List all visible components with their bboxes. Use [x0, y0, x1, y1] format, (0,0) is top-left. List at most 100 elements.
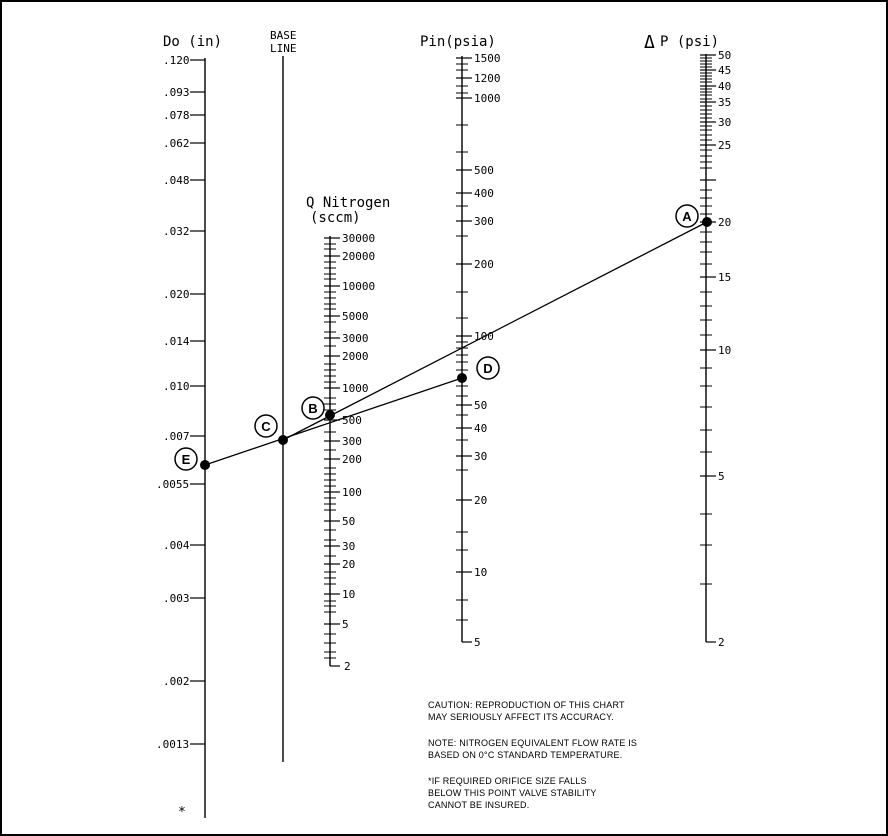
- do-tick-label: .014: [163, 335, 190, 348]
- do-tick-label: .093: [163, 86, 190, 99]
- star-note-line-1: *IF REQUIRED ORIFICE SIZE FALLS: [428, 776, 587, 786]
- point-c-label: C: [261, 419, 271, 434]
- pin-tick-label: 40: [474, 422, 487, 435]
- q-tick-labels: 30000 20000 10000 5000 3000 2000 1000 50…: [342, 232, 375, 673]
- note-line-1: NOTE: NITROGEN EQUIVALENT FLOW RATE IS: [428, 738, 637, 748]
- pin-tick-label: 10: [474, 566, 487, 579]
- pin-tick-labels: 1500 1200 1000 500 400 300 200 100 50 40…: [474, 52, 501, 649]
- q-tick-label: 5: [342, 618, 349, 631]
- pin-tick-label: 30: [474, 450, 487, 463]
- do-tick-label: .032: [163, 225, 190, 238]
- q-tick-label: 300: [342, 435, 362, 448]
- do-tick-label: .004: [163, 539, 190, 552]
- point-b-label-group: B: [301, 396, 325, 420]
- dp-tick-label: 2: [718, 636, 725, 649]
- point-d-label: D: [483, 361, 492, 376]
- pin-major-ticks: [456, 57, 472, 573]
- do-tick-label: .020: [163, 288, 190, 301]
- pin-minor-ticks: [456, 63, 468, 621]
- point-b-dot: [325, 410, 335, 420]
- q-tick-label: 20000: [342, 250, 375, 263]
- point-a-dot: [702, 217, 712, 227]
- point-d-dot: [457, 373, 467, 383]
- pin-tick-label: 50: [474, 399, 487, 412]
- do-tick-label: .003: [163, 592, 190, 605]
- point-a-circle: [675, 204, 699, 228]
- point-d-circle: [476, 356, 500, 380]
- do-tick-label: .002: [163, 675, 190, 688]
- point-a-label-group: A: [675, 204, 699, 228]
- pin-tick-label: 400: [474, 187, 494, 200]
- do-tick-label: .010: [163, 380, 190, 393]
- point-e-label-group: E: [174, 447, 198, 471]
- point-d-label-group: D: [476, 356, 500, 380]
- q-tick-label: 3000: [342, 332, 369, 345]
- do-ticks: [190, 59, 205, 745]
- dp-minor-ticks: [700, 57, 712, 585]
- q-tick-label: 2: [344, 660, 351, 673]
- do-tick-label: .078: [163, 109, 190, 122]
- q-tick-label: 100: [342, 486, 362, 499]
- base-line-title-1: BASE: [270, 29, 297, 42]
- construction-line-a-c: [282, 221, 708, 441]
- do-asterisk: *: [178, 805, 186, 820]
- do-tick-label: .048: [163, 174, 190, 187]
- do-tick-label: .062: [163, 137, 190, 150]
- do-tick-label: .0013: [156, 738, 189, 751]
- q-axis-title-1: Q Nitrogen: [306, 195, 390, 211]
- point-a-label: A: [682, 209, 692, 224]
- q-tick-label: 50: [342, 515, 355, 528]
- star-note-line-2: BELOW THIS POINT VALVE STABILITY: [428, 788, 597, 798]
- q-tick-label: 10: [342, 588, 355, 601]
- dp-tick-label: 30: [718, 116, 731, 129]
- q-major-ticks: [324, 237, 340, 625]
- dp-tick-label: 40: [718, 80, 731, 93]
- q-tick-label: 2000: [342, 350, 369, 363]
- do-tick-label: .007: [163, 430, 190, 443]
- do-tick-label: .120: [163, 54, 190, 67]
- q-axis-title-2: (sccm): [310, 210, 361, 226]
- dp-tick-label: 50: [718, 49, 731, 62]
- point-c-label-group: C: [254, 414, 278, 438]
- base-line-title-2: LINE: [270, 42, 297, 55]
- delta-symbol: Δ: [644, 32, 655, 53]
- pin-tick-label: 1200: [474, 72, 501, 85]
- notes-block: CAUTION: REPRODUCTION OF THIS CHART MAY …: [428, 700, 637, 810]
- pin-tick-label: 1500: [474, 52, 501, 65]
- pin-axis-title: Pin(psia): [420, 34, 496, 50]
- caution-line-2: MAY SERIOUSLY AFFECT ITS ACCURACY.: [428, 712, 614, 722]
- dp-axis-title: P (psi): [660, 34, 719, 50]
- pin-tick-label: 1000: [474, 92, 501, 105]
- point-c-dot: [278, 435, 288, 445]
- dp-major-ticks: [700, 54, 716, 477]
- q-tick-label: 500: [342, 414, 362, 427]
- dp-tick-label: 15: [718, 271, 731, 284]
- do-tick-label: .0055: [156, 478, 189, 491]
- do-tick-labels: .120 .093 .078 .062 .048 .032 .020 .014 …: [156, 54, 190, 820]
- q-tick-label: 30: [342, 540, 355, 553]
- pin-tick-label: 5: [474, 636, 481, 649]
- dp-tick-label: 45: [718, 64, 731, 77]
- caution-line-1: CAUTION: REPRODUCTION OF THIS CHART: [428, 700, 625, 710]
- star-note-line-3: CANNOT BE INSURED.: [428, 800, 529, 810]
- dp-tick-label: 25: [718, 139, 731, 152]
- pin-tick-label: 20: [474, 494, 487, 507]
- point-e-dot: [200, 460, 210, 470]
- q-minor-ticks: [324, 243, 336, 659]
- dp-tick-label: 20: [718, 216, 731, 229]
- point-b-label: B: [308, 401, 317, 416]
- point-c-circle: [254, 414, 278, 438]
- dp-tick-label: 35: [718, 96, 731, 109]
- q-tick-label: 30000: [342, 232, 375, 245]
- q-tick-label: 5000: [342, 310, 369, 323]
- note-line-2: BASED ON 0°C STANDARD TEMPERATURE.: [428, 750, 622, 760]
- do-axis-title: Do (in): [163, 34, 222, 50]
- dp-tick-label: 10: [718, 344, 731, 357]
- pin-tick-label: 200: [474, 258, 494, 271]
- q-tick-label: 200: [342, 453, 362, 466]
- dp-tick-label: 5: [718, 470, 725, 483]
- q-tick-label: 20: [342, 558, 355, 571]
- pin-tick-label: 300: [474, 215, 494, 228]
